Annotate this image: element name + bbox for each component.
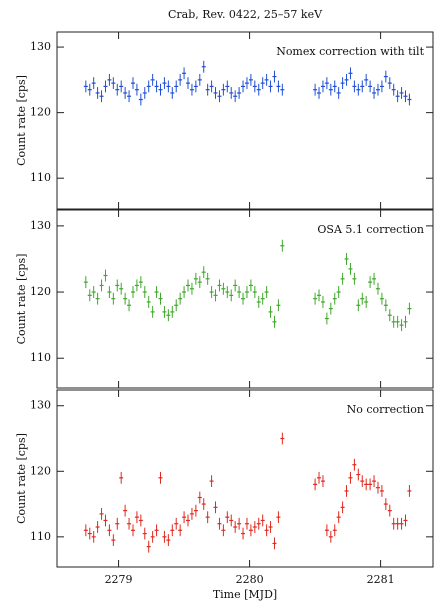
- y-axis-label: Count rate [cps]: [15, 75, 28, 166]
- x-axis-label: Time [MJD]: [213, 588, 277, 601]
- x-tick-label: 2280: [236, 573, 264, 586]
- y-tick-label: 110: [30, 530, 51, 543]
- panel-frame: [56, 389, 434, 568]
- y-tick-label: 120: [30, 285, 51, 298]
- x-tick-label: 2279: [105, 573, 133, 586]
- y-tick-label: 110: [30, 351, 51, 364]
- annotation: OSA 5.1 correction: [317, 223, 424, 236]
- panel-frame: [56, 209, 434, 389]
- y-axis-label: Count rate [cps]: [15, 433, 28, 524]
- x-tick-label: 2281: [367, 573, 395, 586]
- y-tick-label: 130: [30, 399, 51, 412]
- y-tick-label: 130: [30, 40, 51, 53]
- y-tick-label: 130: [30, 219, 51, 232]
- y-tick-label: 120: [30, 106, 51, 119]
- panel-frame: [56, 31, 434, 210]
- annotation: No correction: [347, 403, 424, 416]
- y-tick-label: 110: [30, 171, 51, 184]
- y-axis-label: Count rate [cps]: [15, 254, 28, 345]
- annotation: Nomex correction with tilt: [276, 45, 424, 58]
- y-tick-label: 120: [30, 464, 51, 477]
- chart-title: Crab, Rev. 0422, 25–57 keV: [168, 8, 323, 21]
